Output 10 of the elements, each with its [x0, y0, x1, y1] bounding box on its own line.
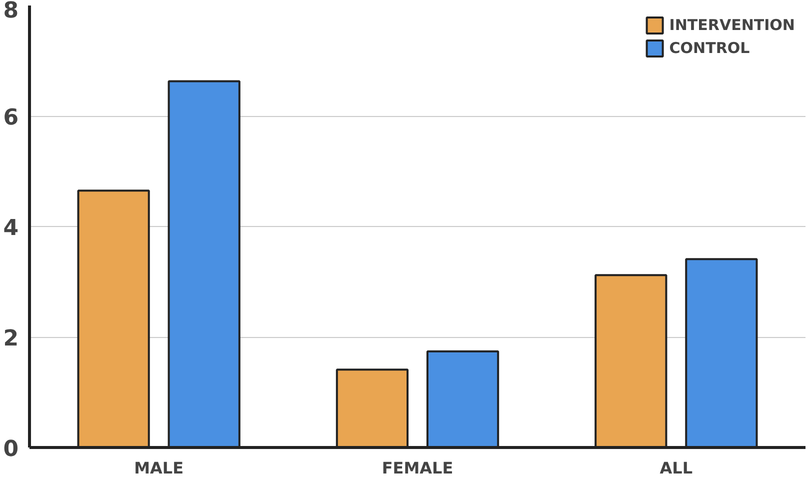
x-tick-label: ALL	[660, 458, 693, 478]
x-tick-label: FEMALE	[382, 458, 454, 478]
y-tick-label: 2	[3, 326, 19, 352]
y-tick-label: 4	[3, 216, 19, 241]
legend-label: INTERVENTION	[669, 16, 795, 34]
y-tick-label: 8	[3, 0, 19, 24]
y-tick-label: 6	[3, 106, 19, 130]
legend-label: CONTROL	[669, 39, 750, 57]
y-tick-label: 0	[3, 437, 19, 462]
x-tick-label: MALE	[134, 458, 184, 478]
